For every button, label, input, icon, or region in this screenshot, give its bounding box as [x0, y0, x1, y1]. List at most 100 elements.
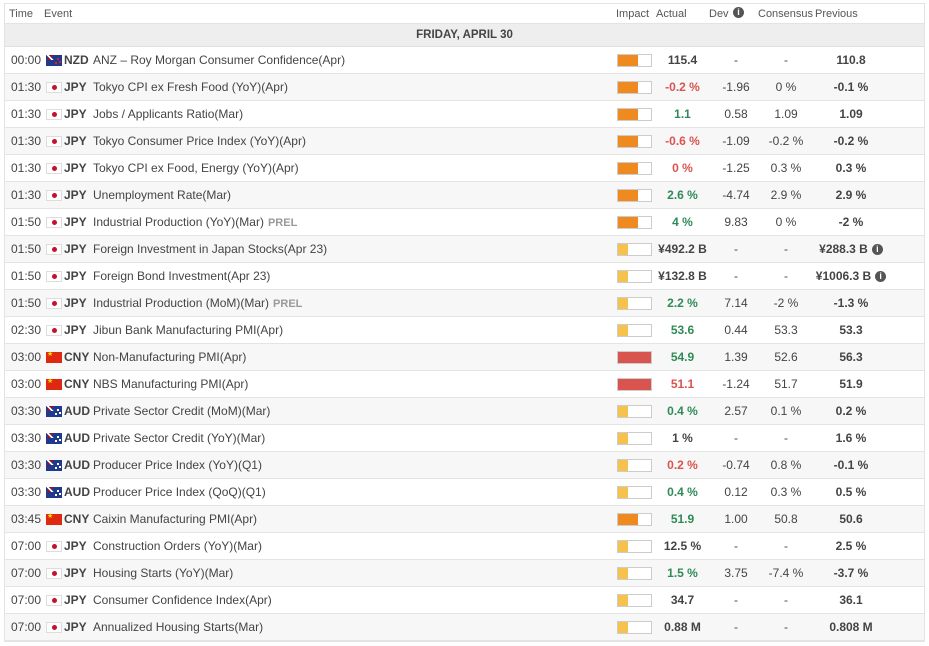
event-name-link[interactable]: Housing Starts (YoY)(Mar) [93, 560, 233, 587]
event-name-link[interactable]: Foreign Investment in Japan Stocks(Apr 2… [93, 236, 327, 263]
table-row[interactable]: 01:30 JPY Tokyo CPI ex Food, Energy (YoY)(… [5, 155, 924, 182]
table-row[interactable]: 01:50 JPY Industrial Production (YoY)(Mar)… [5, 209, 924, 236]
previous-value: 2.9 % [835, 188, 867, 202]
previous-cell: 2.9 % [811, 182, 891, 209]
impact-bar [618, 298, 628, 309]
header-previous[interactable]: Previous [815, 8, 858, 20]
dev-info-icon[interactable]: i [733, 7, 744, 18]
event-name[interactable]: Foreign Investment in Japan Stocks(Apr 2… [93, 242, 328, 256]
table-row[interactable]: 07:00 JPY Consumer Confidence Index(Apr) 34… [5, 587, 924, 614]
event-name[interactable]: ANZ – Roy Morgan Consumer Confidence(Apr… [93, 53, 346, 67]
actual-value: 53.6 [670, 323, 695, 337]
table-row[interactable]: 01:50 JPY Foreign Investment in Japan Stoc… [5, 236, 924, 263]
actual-value: 51.1 [670, 377, 695, 391]
event-name-link[interactable]: NBS Manufacturing PMI(Apr) [93, 371, 248, 398]
event-name[interactable]: Non-Manufacturing PMI(Apr) [93, 350, 247, 364]
previous-value: 51.9 [839, 377, 863, 391]
consensus-value: 52.6 [774, 350, 798, 364]
event-name-link[interactable]: Tokyo CPI ex Fresh Food (YoY)(Apr) [93, 74, 288, 101]
previous-value: ¥288.3 B [819, 242, 868, 256]
event-name-link[interactable]: Industrial Production (YoY)(Mar) PREL [93, 209, 297, 236]
event-name[interactable]: Housing Starts (YoY)(Mar) [93, 566, 234, 580]
event-name-link[interactable]: Tokyo Consumer Price Index (YoY)(Apr) [93, 128, 306, 155]
header-event[interactable]: Event [44, 8, 73, 20]
event-name-link[interactable]: Annualized Housing Starts(Mar) [93, 614, 263, 641]
table-row[interactable]: 03:30 AUD Private Sector Credit (MoM)(Mar)… [5, 398, 924, 425]
table-row[interactable]: 02:30 JPY Jibun Bank Manufacturing PMI(Apr… [5, 317, 924, 344]
table-row[interactable]: 01:30 JPY Unemployment Rate(Mar) 2.6 % -4.74… [5, 182, 924, 209]
impact-meter [617, 243, 652, 256]
event-name[interactable]: Consumer Confidence Index(Apr) [93, 593, 272, 607]
economic-calendar: Time Event Impact Actual Dev i Consensus… [4, 3, 925, 642]
event-name[interactable]: Private Sector Credit (MoM)(Mar) [93, 404, 271, 418]
table-row[interactable]: 07:00 JPY Annualized Housing Starts(Mar) 0.… [5, 614, 924, 641]
impact-bar [618, 379, 651, 390]
event-name-link[interactable]: Jibun Bank Manufacturing PMI(Apr) [93, 317, 283, 344]
header-consensus[interactable]: Consensus [758, 8, 814, 20]
header-time[interactable]: Time [9, 8, 34, 20]
table-row[interactable]: 01:30 JPY Tokyo Consumer Price Index (YoY)… [5, 128, 924, 155]
event-name[interactable]: Producer Price Index (YoY)(Q1) [93, 458, 262, 472]
header-actual[interactable]: Actual [656, 8, 687, 20]
event-name[interactable]: Annualized Housing Starts(Mar) [93, 620, 264, 634]
event-name[interactable]: Private Sector Credit (YoY)(Mar) [93, 431, 266, 445]
event-name-link[interactable]: Foreign Bond Investment(Apr 23) [93, 263, 270, 290]
impact-bar [618, 406, 628, 417]
event-name-link[interactable]: Private Sector Credit (YoY)(Mar) [93, 425, 265, 452]
header-impact[interactable]: Impact [616, 8, 650, 20]
event-name[interactable]: Caixin Manufacturing PMI(Apr) [93, 512, 258, 526]
event-name-link[interactable]: Jobs / Applicants Ratio(Mar) [93, 101, 243, 128]
impact-meter [617, 621, 652, 634]
event-name[interactable]: NBS Manufacturing PMI(Apr) [93, 377, 249, 391]
event-name-link[interactable]: Producer Price Index (YoY)(Q1) [93, 452, 262, 479]
table-row[interactable]: 01:50 JPY Industrial Production (MoM)(Mar)… [5, 290, 924, 317]
table-row[interactable]: 03:30 AUD Producer Price Index (QoQ)(Q1) 0.… [5, 479, 924, 506]
event-time: 03:30 [11, 458, 42, 472]
event-name[interactable]: Jobs / Applicants Ratio(Mar) [93, 107, 244, 121]
event-name-link[interactable]: Caixin Manufacturing PMI(Apr) [93, 506, 257, 533]
event-name[interactable]: Industrial Production (YoY)(Mar) [93, 215, 264, 229]
event-name-link[interactable]: Construction Orders (YoY)(Mar) [93, 533, 262, 560]
previous-cell: 2.5 % [811, 533, 891, 560]
event-name-link[interactable]: Private Sector Credit (MoM)(Mar) [93, 398, 270, 425]
actual-value: ¥492.2 B [658, 242, 707, 256]
revision-info-icon[interactable]: i [875, 271, 887, 282]
event-name[interactable]: Tokyo CPI ex Food, Energy (YoY)(Apr) [93, 161, 299, 175]
event-name[interactable]: Unemployment Rate(Mar) [93, 188, 232, 202]
previous-cell: 50.6 [811, 506, 891, 533]
event-name[interactable]: Industrial Production (MoM)(Mar) [93, 296, 270, 310]
event-name-link[interactable]: Industrial Production (MoM)(Mar) PREL [93, 290, 302, 317]
table-row[interactable]: 03:30 AUD Producer Price Index (YoY)(Q1) 0.… [5, 452, 924, 479]
event-name-link[interactable]: Non-Manufacturing PMI(Apr) [93, 344, 246, 371]
table-row[interactable]: 07:00 JPY Construction Orders (YoY)(Mar) 12… [5, 533, 924, 560]
header-dev[interactable]: Dev [709, 8, 729, 20]
cn-flag-icon [46, 512, 62, 525]
event-name-link[interactable]: Producer Price Index (QoQ)(Q1) [93, 479, 266, 506]
table-row[interactable]: 03:30 AUD Private Sector Credit (YoY)(Mar)… [5, 425, 924, 452]
previous-value: 50.6 [839, 512, 863, 526]
impact-meter [617, 513, 652, 526]
event-name[interactable]: Jibun Bank Manufacturing PMI(Apr) [93, 323, 284, 337]
event-name[interactable]: Foreign Bond Investment(Apr 23) [93, 269, 271, 283]
table-row[interactable]: 01:50 JPY Foreign Bond Investment(Apr 23) ¥… [5, 263, 924, 290]
event-name-link[interactable]: Unemployment Rate(Mar) [93, 182, 231, 209]
event-name-link[interactable]: Tokyo CPI ex Food, Energy (YoY)(Apr) [93, 155, 299, 182]
event-name[interactable]: Construction Orders (YoY)(Mar) [93, 539, 262, 553]
event-name-link[interactable]: Consumer Confidence Index(Apr) [93, 587, 272, 614]
event-name[interactable]: Tokyo Consumer Price Index (YoY)(Apr) [93, 134, 306, 148]
event-currency: JPY [64, 188, 87, 202]
event-name[interactable]: Producer Price Index (QoQ)(Q1) [93, 485, 266, 499]
previous-cell: 110.8 [811, 47, 891, 74]
consensus-value: - [784, 269, 788, 283]
table-row[interactable]: 00:00 NZD ANZ – Roy Morgan Consumer Confid… [5, 47, 924, 74]
event-name-link[interactable]: ANZ – Roy Morgan Consumer Confidence(Apr… [93, 47, 345, 74]
actual-value: -0.2 % [665, 80, 700, 94]
revision-info-icon[interactable]: i [871, 244, 883, 255]
table-row[interactable]: 01:30 JPY Tokyo CPI ex Fresh Food (YoY)(Ap… [5, 74, 924, 101]
table-row[interactable]: 01:30 JPY Jobs / Applicants Ratio(Mar) 1.1 0… [5, 101, 924, 128]
event-name[interactable]: Tokyo CPI ex Fresh Food (YoY)(Apr) [93, 80, 288, 94]
table-row[interactable]: 07:00 JPY Housing Starts (YoY)(Mar) 1.5 % 3.… [5, 560, 924, 587]
